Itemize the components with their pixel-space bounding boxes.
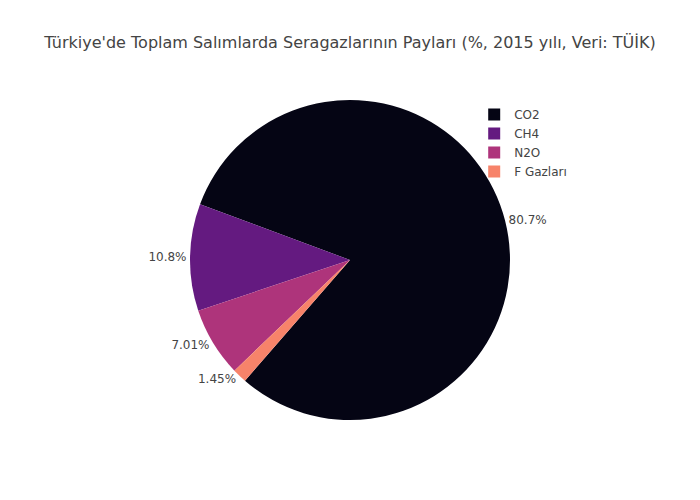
svg-text:7.01%: 7.01%	[171, 338, 209, 352]
svg-text:80.7%: 80.7%	[509, 213, 547, 227]
svg-text:Türkiye'de Toplam Salımlarda S: Türkiye'de Toplam Salımlarda Seragazları…	[43, 33, 656, 52]
svg-text:1.45%: 1.45%	[198, 372, 236, 386]
svg-text:10.8%: 10.8%	[148, 250, 186, 264]
svg-text:F Gazları: F Gazları	[514, 165, 567, 179]
svg-text:CO2: CO2	[514, 108, 539, 122]
svg-text:CH4: CH4	[514, 127, 539, 141]
svg-text:N2O: N2O	[514, 146, 540, 160]
